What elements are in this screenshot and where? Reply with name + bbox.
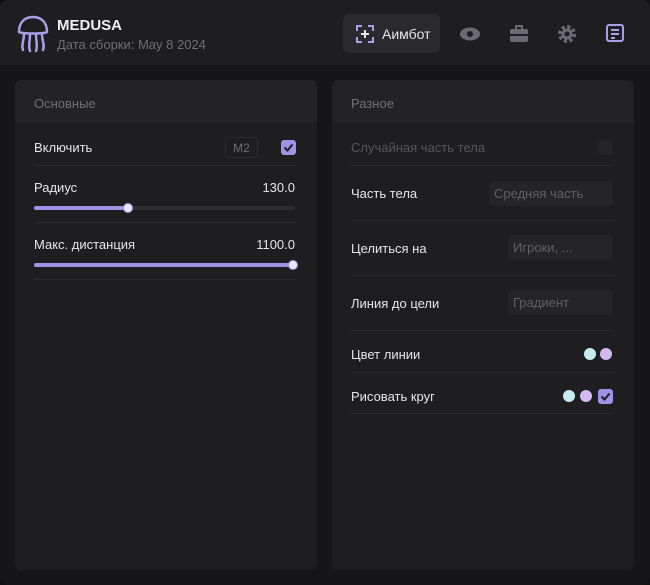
row-label: Цвет линии	[351, 347, 421, 362]
color-swatch[interactable]	[600, 348, 612, 360]
separator	[351, 275, 613, 276]
row-label: Радиус	[34, 180, 78, 195]
row-label: Включить	[34, 140, 93, 155]
panel-header	[332, 80, 634, 122]
checkbox[interactable]	[598, 140, 613, 155]
dropdown-value: Игроки, ...	[513, 240, 573, 255]
tab-label: Аимбот	[382, 26, 431, 42]
separator	[351, 372, 613, 373]
aimbot-icon	[356, 25, 374, 43]
slider-fill	[34, 263, 295, 267]
tab-aimbot[interactable]: Аимбот	[343, 14, 440, 53]
separator	[351, 165, 613, 166]
slider-fill	[34, 206, 129, 210]
logo	[17, 15, 49, 53]
tab-configs[interactable]	[605, 24, 625, 44]
checkbox[interactable]	[281, 140, 296, 155]
dropdown[interactable]: Средняя часть	[489, 181, 613, 206]
row-label: Целиться на	[351, 241, 427, 256]
slider-knob[interactable]	[123, 203, 133, 213]
row-label: Часть тела	[351, 186, 418, 201]
slider[interactable]	[34, 206, 295, 210]
panel-title: Разное	[351, 96, 394, 111]
row-label: Макс. дистанция	[34, 237, 136, 252]
tab-visuals[interactable]	[459, 26, 481, 42]
build-date: Дата сборки: May 8 2024	[57, 37, 206, 52]
dropdown-value: Градиент	[513, 295, 569, 310]
dropdown[interactable]: Игроки, ...	[508, 235, 613, 260]
misc-panel: Разное Случайная часть тела Часть тела С…	[332, 80, 634, 570]
row-label: Случайная часть тела	[351, 140, 486, 155]
main-panel: Основные Включить M2 Радиус 130.0 Макс. …	[15, 80, 317, 570]
row-label: Рисовать круг	[351, 389, 435, 404]
separator	[34, 279, 296, 280]
app-title: MEDUSA	[57, 17, 123, 34]
slider-value: 130.0	[262, 180, 295, 195]
slider-knob[interactable]	[288, 260, 298, 270]
separator	[351, 220, 613, 221]
panel-title: Основные	[34, 96, 96, 111]
slider-value: 1100.0	[256, 237, 295, 252]
separator	[351, 413, 613, 414]
dropdown[interactable]: Градиент	[508, 290, 613, 315]
color-swatch[interactable]	[580, 390, 592, 402]
color-swatch[interactable]	[563, 390, 575, 402]
header: MEDUSA Дата сборки: May 8 2024 Аимбот	[0, 0, 650, 65]
separator	[351, 330, 613, 331]
tab-misc[interactable]	[509, 24, 529, 43]
dropdown-value: Средняя часть	[494, 186, 584, 201]
panel-header	[15, 80, 317, 122]
separator	[34, 222, 296, 223]
color-swatch[interactable]	[584, 348, 596, 360]
checkbox[interactable]	[598, 389, 613, 404]
separator	[34, 165, 296, 166]
keybind[interactable]: M2	[225, 137, 258, 158]
tab-settings[interactable]	[557, 24, 577, 44]
row-label: Линия до цели	[351, 296, 440, 311]
